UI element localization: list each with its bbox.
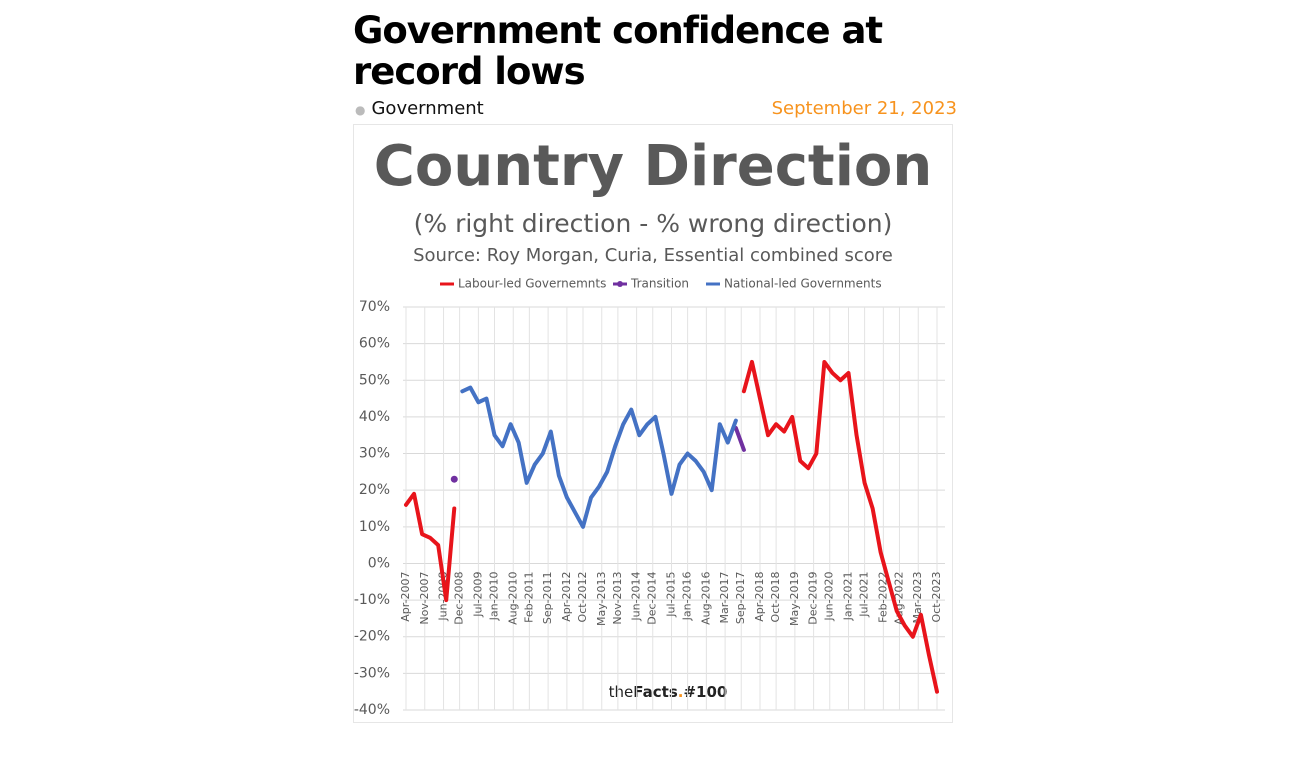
x-tick-label: Jul-2015	[665, 571, 678, 617]
x-tick-label: Nov-2007	[418, 571, 431, 624]
x-tick-label: Feb-2022	[876, 571, 889, 622]
watermark-part: Facts	[633, 683, 678, 701]
series-line	[733, 425, 746, 452]
x-tick-label: Dec-2014	[646, 571, 659, 624]
x-tick-label: Jun-2014	[630, 571, 643, 621]
x-tick-label: Dec-2019	[807, 571, 820, 624]
category-label[interactable]: Government	[371, 98, 484, 119]
legend-label: National-led Governments	[724, 277, 882, 291]
watermark-part: #100	[683, 683, 727, 701]
x-tick-label: Apr-2018	[753, 571, 766, 621]
legend-item: National-led Governments	[706, 277, 882, 291]
series-line	[404, 359, 939, 694]
x-tick-label: Apr-2007	[399, 571, 412, 621]
x-tick-label: Sep-2011	[541, 571, 554, 624]
chart-source: Source: Roy Morgan, Curia, Essential com…	[413, 245, 893, 266]
x-tick-label: Nov-2013	[611, 571, 624, 624]
y-tick-label: 60%	[359, 336, 390, 352]
x-tick-label: Jan-2010	[488, 571, 501, 621]
x-tick-label: May-2019	[788, 571, 801, 626]
legend-swatch-dot	[617, 281, 623, 287]
legend-item: Transition	[613, 277, 689, 291]
x-tick-label: Mar-2017	[718, 571, 731, 623]
watermark-part: .	[678, 683, 684, 701]
legend-label: Transition	[630, 277, 689, 291]
x-tick-label: Jan-2016	[681, 571, 694, 621]
y-tick-label: -10%	[354, 592, 390, 608]
x-tick-label: Jan-2021	[842, 571, 855, 621]
category[interactable]: ● Government	[355, 98, 484, 119]
series-line	[460, 385, 738, 529]
x-tick-label: Oct-2018	[769, 571, 782, 622]
y-tick-label: 70%	[359, 299, 390, 315]
chart-subtitle: (% right direction - % wrong direction)	[414, 209, 893, 238]
y-tick-label: 30%	[359, 446, 390, 462]
x-tick-label: Jun-2020	[823, 571, 836, 621]
x-tick-label: Aug-2016	[699, 571, 712, 624]
date: September 21, 2023	[771, 98, 957, 119]
y-tick-label: -30%	[354, 665, 390, 681]
x-tick-label: Jul-2009	[471, 571, 484, 617]
x-tick-label: Dec-2008	[453, 571, 466, 624]
y-tick-label: -40%	[354, 702, 390, 718]
y-tick-label: -20%	[354, 629, 390, 645]
y-tick-label: 0%	[368, 555, 390, 571]
x-tick-label: Mar-2023	[911, 571, 924, 623]
legend-item: Labour-led Governemnts	[440, 277, 606, 291]
x-tick-label: Oct-2012	[576, 571, 589, 622]
x-tick-label: Apr-2012	[560, 571, 573, 621]
x-tick-label: Sep-2017	[734, 571, 747, 624]
x-tick-label: Aug-2010	[506, 571, 519, 624]
chart-title: Country Direction	[374, 134, 932, 199]
watermark: theFacts.#100	[609, 683, 728, 701]
point	[450, 475, 458, 483]
y-tick-label: 40%	[359, 409, 390, 425]
y-tick-label: 20%	[359, 482, 390, 498]
article-title: Government confidence at record lows	[353, 9, 883, 93]
y-tick-label: 10%	[359, 519, 390, 535]
grid	[403, 306, 945, 711]
x-tick-label: May-2013	[595, 571, 608, 626]
watermark-part: the	[609, 683, 634, 701]
x-tick-label: Oct-2023	[930, 571, 943, 622]
x-tick-label: Feb-2011	[522, 571, 535, 622]
legend-label: Labour-led Governemnts	[458, 277, 606, 291]
y-tick-label: 50%	[359, 372, 390, 388]
x-tick-label: Jul-2021	[858, 571, 871, 617]
